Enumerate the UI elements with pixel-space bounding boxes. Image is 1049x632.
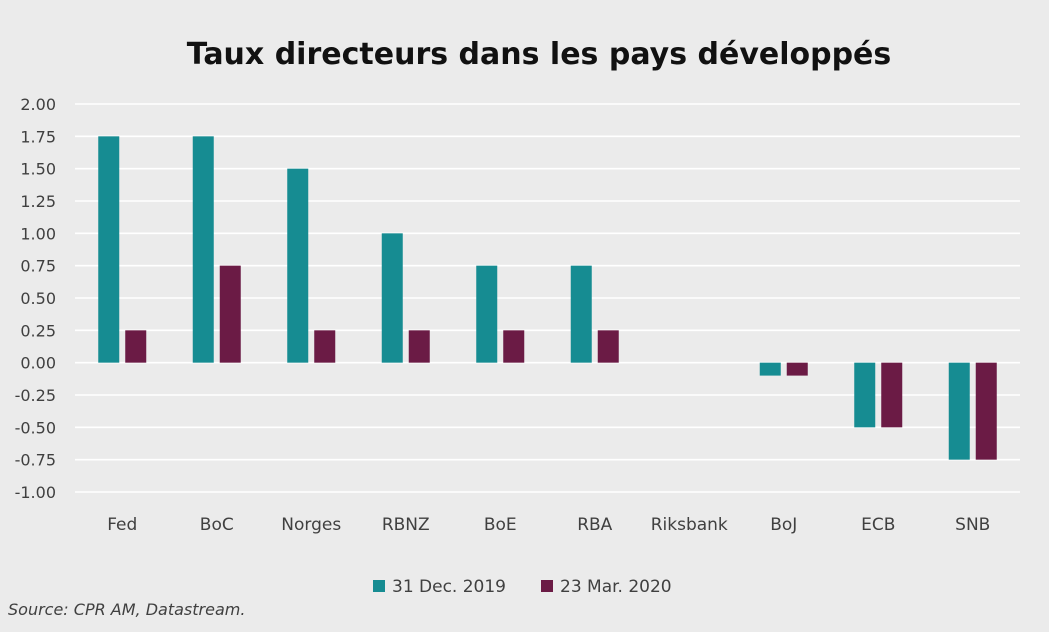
x-tick-label-rba: RBA <box>577 515 612 535</box>
bar-rba-series-2 <box>597 330 619 363</box>
bar-ecb-series-1 <box>854 362 876 428</box>
y-tick-label: 0.25 <box>20 321 56 340</box>
x-tick-label-norges: Norges <box>281 515 341 535</box>
x-tick-label-rbnz: RBNZ <box>382 515 430 535</box>
legend-swatch-series-1 <box>373 580 385 592</box>
bar-ecb-series-2 <box>881 362 903 428</box>
chart-title: Taux directeurs dans les pays développés <box>187 37 892 72</box>
bar-boe-series-2 <box>503 330 525 363</box>
source-note: Source: CPR AM, Datastream. <box>8 600 245 619</box>
bar-fed-series-2 <box>125 330 147 363</box>
bar-norges-series-2 <box>314 330 336 363</box>
y-tick-label: -0.25 <box>15 386 56 405</box>
bar-rbnz-series-1 <box>381 233 403 363</box>
x-tick-label-ecb: ECB <box>861 515 895 535</box>
legend: 31 Dec. 2019 23 Mar. 2020 <box>373 577 672 597</box>
bar-snb-series-1 <box>948 362 970 460</box>
y-tick-label: 1.25 <box>20 192 56 211</box>
y-tick-label: 0.00 <box>20 354 56 373</box>
y-tick-label: 1.50 <box>20 160 56 179</box>
x-tick-label-fed: Fed <box>107 515 137 535</box>
bar-boj-series-1 <box>759 362 781 376</box>
x-tick-label-boc: BoC <box>200 515 234 535</box>
y-tick-label: 0.75 <box>20 257 56 276</box>
bar-boc-series-1 <box>192 136 214 363</box>
y-tick-label: -0.50 <box>15 418 56 437</box>
bar-norges-series-1 <box>287 168 309 363</box>
legend-swatch-series-2 <box>541 580 553 592</box>
y-tick-label: -1.00 <box>15 483 56 502</box>
bar-rbnz-series-2 <box>408 330 430 363</box>
bar-snb-series-2 <box>975 362 997 460</box>
y-tick-label: 0.50 <box>20 289 56 308</box>
y-tick-label: 2.00 <box>20 95 56 114</box>
bar-boc-series-2 <box>219 265 241 363</box>
grid-lines <box>75 103 1020 493</box>
legend-label-series-1: 31 Dec. 2019 <box>392 577 506 597</box>
y-tick-label: 1.00 <box>20 224 56 243</box>
bar-rba-series-1 <box>570 265 592 363</box>
x-tick-label-boj: BoJ <box>770 515 797 535</box>
x-tick-label-boe: BoE <box>484 515 517 535</box>
x-tick-label-riksbank: Riksbank <box>651 515 728 535</box>
x-axis-tick-labels: Fed BoC Norges RBNZ BoE RBA Riksbank BoJ ECB SNB <box>107 515 990 535</box>
bar-boe-series-1 <box>476 265 498 363</box>
y-axis-tick-labels: 2.00 1.75 1.50 1.25 1.00 0.75 0.50 0.25 0.00 -0.2… <box>15 95 56 502</box>
bar-fed-series-1 <box>98 136 120 363</box>
legend-label-series-2: 23 Mar. 2020 <box>560 577 672 597</box>
bar-boj-series-2 <box>786 362 808 376</box>
bars <box>98 136 997 460</box>
y-tick-label: -0.75 <box>15 451 56 470</box>
y-tick-label: 1.75 <box>20 127 56 146</box>
x-tick-label-snb: SNB <box>955 515 990 535</box>
